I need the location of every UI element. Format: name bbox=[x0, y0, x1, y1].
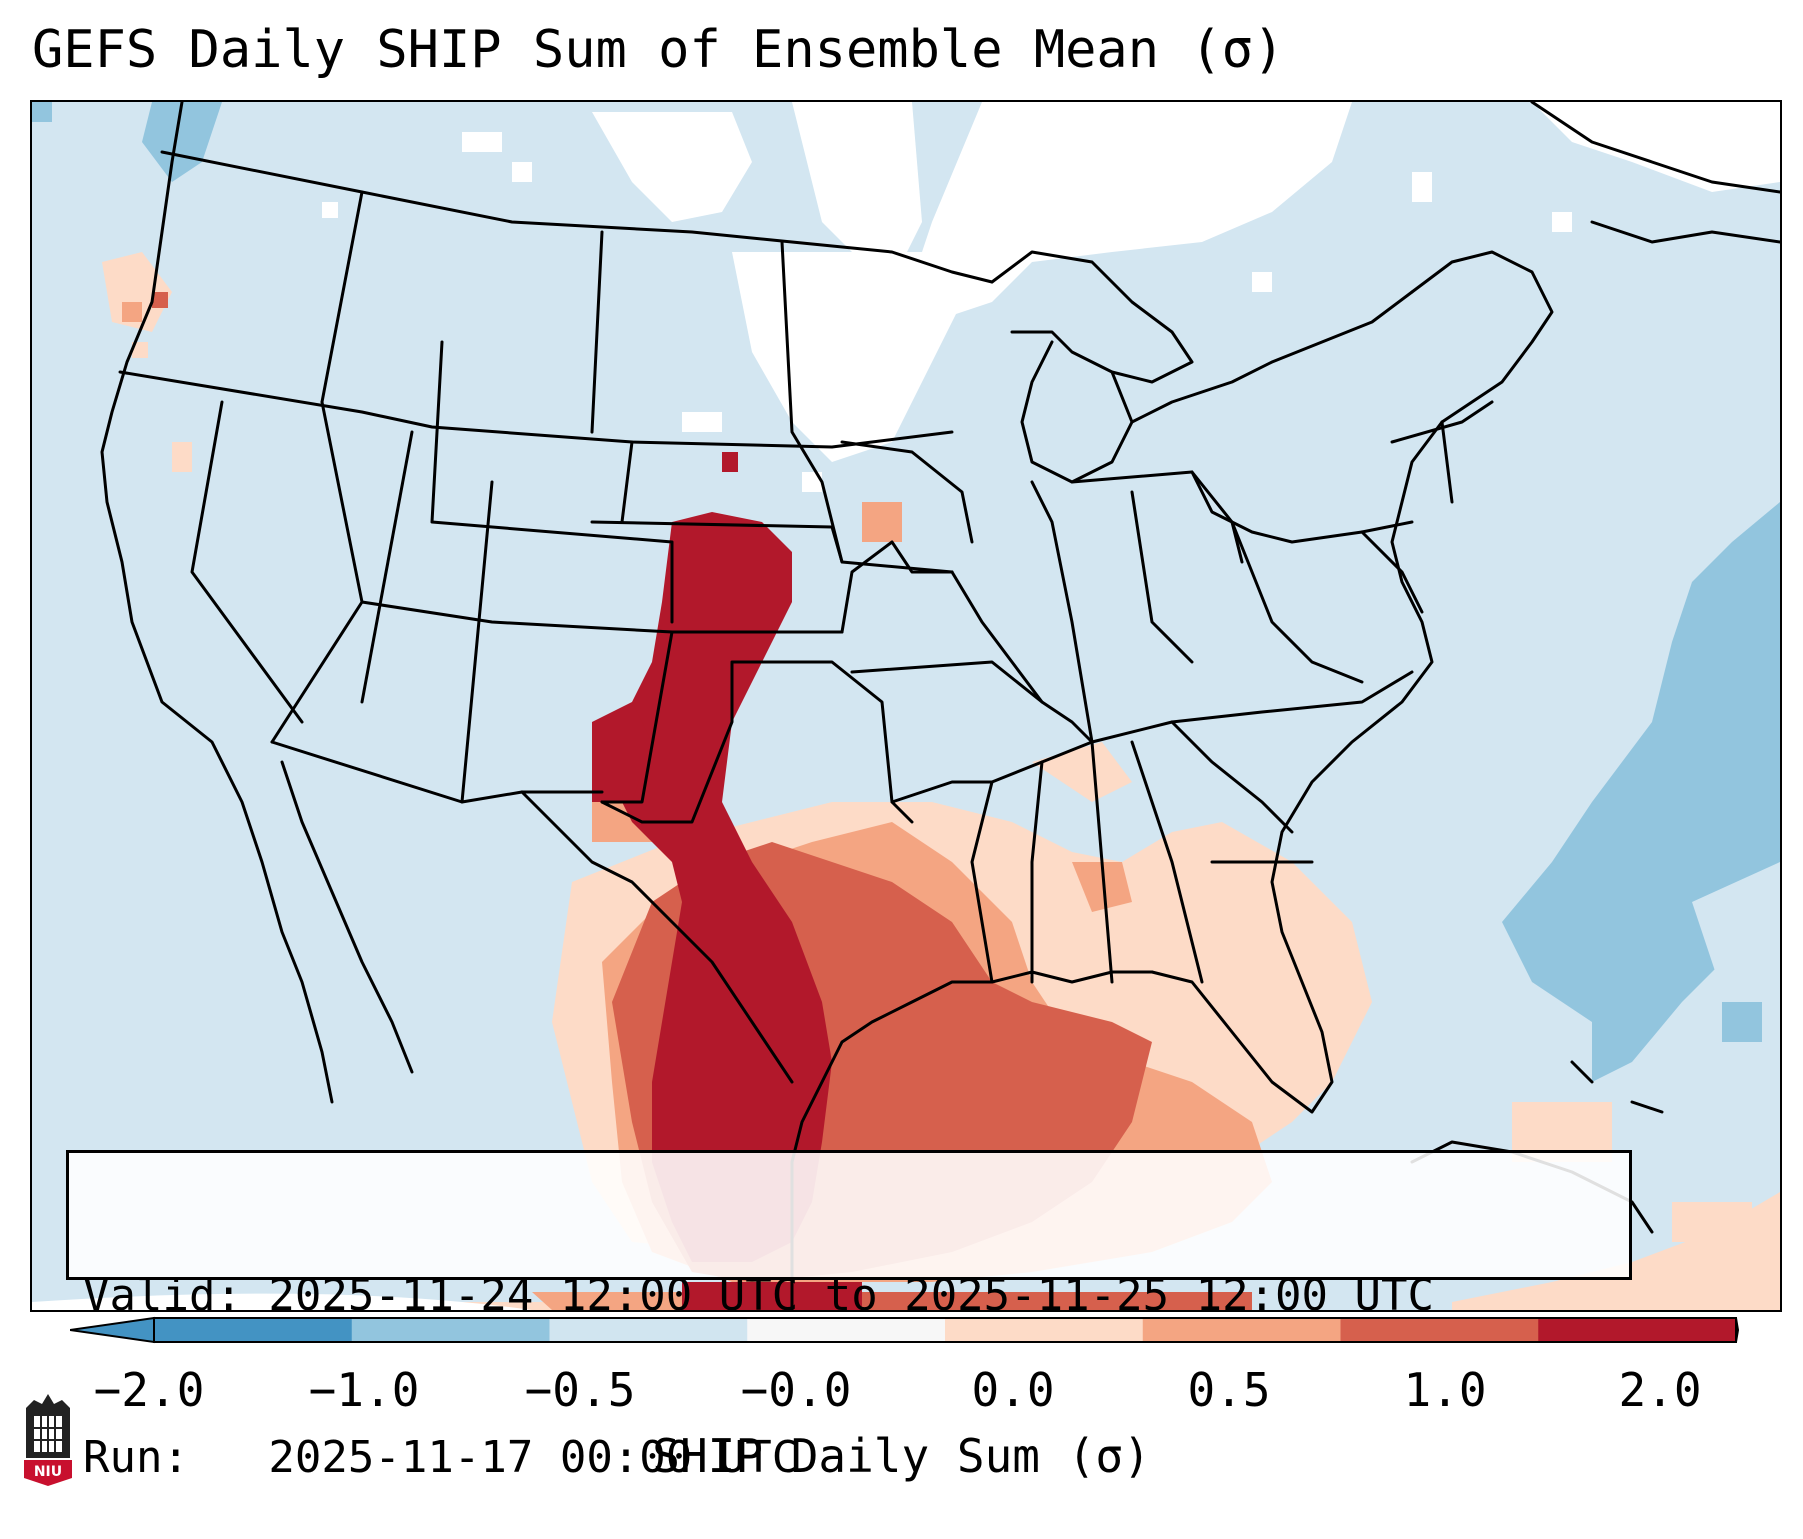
colorbar-tick-label: −0.5 bbox=[524, 1363, 636, 1417]
colorbar-tick-label: 1.0 bbox=[1403, 1363, 1487, 1417]
colorbar bbox=[70, 1316, 1740, 1344]
colorbar-extend-low bbox=[70, 1316, 155, 1344]
colorbar-segment bbox=[154, 1318, 353, 1342]
negative-anomaly-field bbox=[32, 102, 1780, 1082]
colorbar-tick-label: 2.0 bbox=[1618, 1363, 1702, 1417]
colorbar-segment bbox=[1340, 1318, 1539, 1342]
ship-anomaly-map bbox=[32, 102, 1780, 1310]
colorbar-segment bbox=[945, 1318, 1144, 1342]
colorbar-tick-label: −0.0 bbox=[740, 1363, 852, 1417]
colorbar-label: SHIP Daily Sum (σ) bbox=[652, 1429, 1151, 1483]
colorbar-segment bbox=[1538, 1318, 1737, 1342]
colorbar-tick-label: −2.0 bbox=[93, 1363, 205, 1417]
run-time-line: Run: 2025-11-17 00:00 UTC bbox=[83, 1432, 799, 1483]
extreme-positive-field bbox=[592, 452, 862, 1310]
colorbar-segment bbox=[351, 1318, 550, 1342]
colorbar-tick-label: 0.5 bbox=[1187, 1363, 1271, 1417]
valid-time-line: Valid: 2025-11-24 12:00 UTC to 2025-11-2… bbox=[83, 1270, 1435, 1321]
colorbar-tick-label: −1.0 bbox=[308, 1363, 420, 1417]
map-title: GEFS Daily SHIP Sum of Ensemble Mean (σ) bbox=[32, 20, 1285, 80]
geographic-boundaries bbox=[100, 102, 1780, 1310]
projection-edge bbox=[32, 1293, 532, 1310]
niu-castle-icon: NIU bbox=[24, 1394, 72, 1486]
colorbar-segment bbox=[1142, 1318, 1341, 1342]
map-panel bbox=[30, 100, 1782, 1312]
colorbar-segment bbox=[549, 1318, 748, 1342]
validity-info-box: Valid: 2025-11-24 12:00 UTC to 2025-11-2… bbox=[66, 1150, 1632, 1483]
colorbar-outline bbox=[153, 1317, 1737, 1343]
colorbar-tick-label: 0.0 bbox=[971, 1363, 1055, 1417]
logo-text: NIU bbox=[34, 1464, 62, 1480]
colorbar-segment bbox=[747, 1318, 946, 1342]
